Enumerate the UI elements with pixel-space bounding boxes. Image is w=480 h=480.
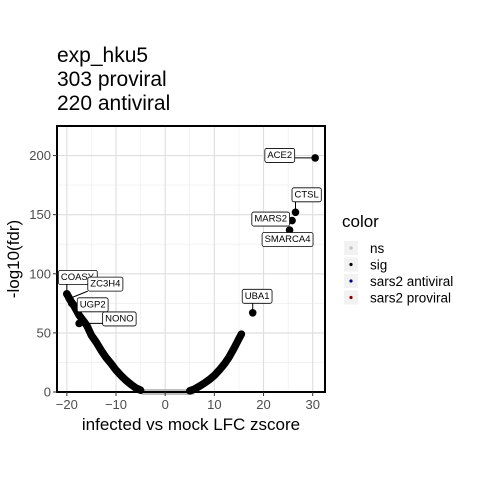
legend-item: sars2 antiviral: [344, 274, 453, 289]
label-text: UGP2: [80, 299, 106, 310]
legend-swatch: [349, 262, 353, 267]
legend-label: sars2 proviral: [370, 291, 451, 306]
label-text: UBA1: [245, 291, 270, 302]
grid-lines: [57, 126, 325, 393]
y-tick-label: 150: [29, 207, 51, 222]
label-ace2: ACE2: [264, 148, 316, 163]
title-line: 303 proviral: [57, 68, 167, 91]
label-smarca4: SMARCA4: [261, 230, 314, 247]
y-axis-title: -log10(fdr): [4, 220, 23, 298]
label-text: MARS2: [254, 214, 287, 225]
legend-label: sars2 antiviral: [370, 274, 453, 289]
x-tick-label: 0: [162, 397, 169, 412]
y-tick-label: 100: [29, 266, 51, 281]
point-ugp2: [67, 299, 76, 308]
label-box: [102, 311, 137, 327]
label-text: CTSL: [294, 189, 318, 200]
label-box: [261, 232, 314, 247]
point-ace2: [311, 154, 319, 162]
legend-item: ns: [344, 241, 385, 256]
legend-swatch: [349, 295, 353, 300]
y-tick-label: 200: [29, 148, 51, 163]
plot-panel: [57, 126, 325, 392]
y-tick-label: 0: [44, 385, 51, 400]
sig-points-right: [186, 330, 246, 395]
legend-label: ns: [370, 241, 385, 256]
legend-item: sars2 proviral: [344, 290, 451, 306]
x-tick-label: 10: [207, 397, 221, 412]
label-box: [87, 276, 124, 292]
x-tick-label: −20: [56, 397, 78, 412]
label-zc3h4: ZC3H4: [69, 276, 124, 300]
label-box: [291, 187, 322, 203]
plot-border: [56, 125, 326, 393]
y-tick-label: 50: [37, 325, 51, 340]
point-uba1: [248, 308, 257, 317]
x-tick-label: −10: [105, 397, 127, 412]
legend-swatch: [349, 246, 353, 250]
label-nono: NONO: [79, 311, 137, 327]
label-ctsl: CTSL: [291, 187, 322, 213]
x-axis-title: infected vs mock LFC zscore: [82, 415, 300, 434]
label-ugp2: UGP2: [71, 297, 109, 313]
legend-label: sig: [370, 258, 387, 273]
title-line: 220 antiviral: [57, 92, 170, 115]
label-box: [264, 148, 296, 163]
legend-title: color: [342, 212, 379, 231]
legend-swatch: [349, 279, 353, 283]
label-text: COASY: [61, 272, 95, 283]
label-text: SMARCA4: [265, 234, 311, 245]
label-text: ZC3H4: [90, 279, 120, 290]
label-connector: [69, 290, 88, 300]
legend-item: sig: [344, 257, 387, 273]
x-tick-label: 30: [305, 397, 319, 412]
axis-ticks: −20 −10 0 10 20 30 0 50 100 150 200: [29, 148, 320, 412]
label-box: [241, 288, 273, 304]
label-mars2: MARS2: [251, 211, 293, 227]
label-box: [251, 211, 290, 227]
label-uba1: UBA1: [241, 288, 273, 313]
point-nono: [75, 319, 83, 328]
label-box: [76, 297, 109, 313]
label-text: ACE2: [267, 150, 292, 161]
label-text: NONO: [105, 313, 134, 324]
title-line: exp_hku5: [57, 44, 148, 67]
x-tick-label: 20: [256, 397, 270, 412]
